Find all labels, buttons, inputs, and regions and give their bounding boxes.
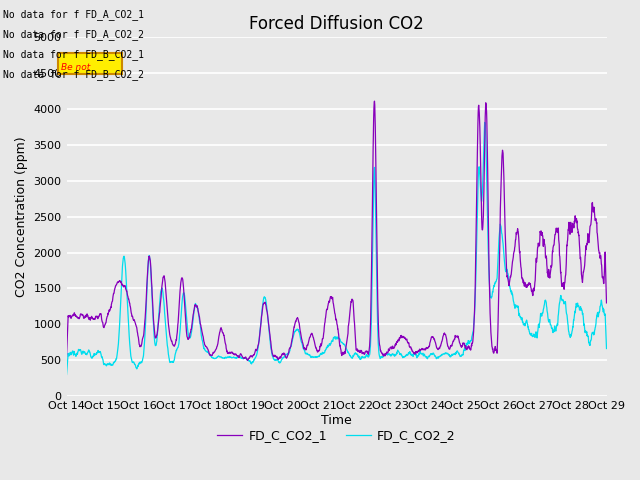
FD_C_CO2_2	[587, 338, 595, 344]
FD_C_CO2_1	[244, 358, 252, 363]
FD_C_CO2_2	[488, 294, 496, 300]
FD_C_CO2_1	[588, 216, 595, 222]
FD_C_CO2_2	[325, 342, 333, 348]
X-axis label: Time: Time	[321, 414, 352, 427]
FD_C_CO2_1	[488, 344, 496, 350]
FD_C_CO2_2	[90, 351, 98, 357]
FD_C_CO2_1	[588, 219, 595, 225]
FD_C_CO2_2	[311, 354, 319, 360]
FD_C_CO2_2	[63, 372, 70, 377]
Text: No data for f FD_B_CO2_2: No data for f FD_B_CO2_2	[3, 69, 144, 80]
FD_C_CO2_1	[603, 300, 611, 306]
FD_C_CO2_1	[371, 98, 378, 104]
FD_C_CO2_1	[63, 353, 70, 359]
Text: No data for f FD_A_CO2_1: No data for f FD_A_CO2_1	[3, 9, 144, 20]
FD_C_CO2_2	[603, 346, 611, 351]
Title: Forced Diffusion CO2: Forced Diffusion CO2	[249, 15, 424, 33]
FD_C_CO2_2	[588, 337, 595, 343]
Legend: FD_C_CO2_1, FD_C_CO2_2: FD_C_CO2_1, FD_C_CO2_2	[212, 424, 461, 447]
FD_C_CO2_1	[311, 343, 319, 348]
FD_C_CO2_2	[481, 120, 489, 125]
Text: No data for f FD_B_CO2_1: No data for f FD_B_CO2_1	[3, 49, 144, 60]
Text: Be not: Be not	[61, 62, 90, 72]
Line: FD_C_CO2_2: FD_C_CO2_2	[67, 122, 607, 374]
Text: No data for f FD_A_CO2_2: No data for f FD_A_CO2_2	[3, 29, 144, 40]
FD_C_CO2_1	[326, 299, 333, 305]
FD_C_CO2_1	[90, 316, 98, 322]
Line: FD_C_CO2_1: FD_C_CO2_1	[67, 101, 607, 360]
Y-axis label: CO2 Concentration (ppm): CO2 Concentration (ppm)	[15, 136, 28, 297]
